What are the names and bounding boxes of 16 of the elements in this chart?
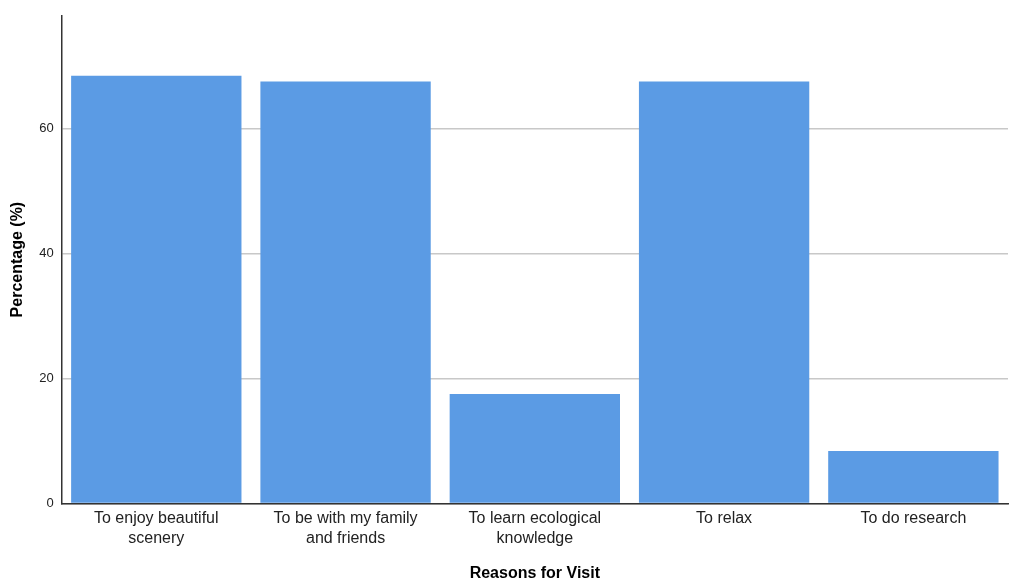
x-tick-label: To relax xyxy=(696,509,753,527)
bar xyxy=(71,75,242,503)
y-tick-label: 60 xyxy=(39,119,54,135)
x-tick-label: To enjoy beautiful scenery xyxy=(94,509,219,546)
bar xyxy=(260,81,431,503)
bar xyxy=(638,81,810,503)
y-tick-label: 40 xyxy=(39,244,54,260)
bar xyxy=(449,394,620,503)
y-tick-label: 20 xyxy=(39,369,54,385)
x-tick-label: To be with my family and friends xyxy=(273,509,418,546)
y-tick-label: 0 xyxy=(46,494,54,510)
x-axis-title: Reasons for Visit xyxy=(469,563,601,581)
x-tick-label: To learn ecological knowledge xyxy=(468,509,602,546)
y-axis-title: Percentage (%) xyxy=(8,201,26,318)
x-tick-label: To do research xyxy=(860,509,967,527)
bar xyxy=(828,450,999,503)
